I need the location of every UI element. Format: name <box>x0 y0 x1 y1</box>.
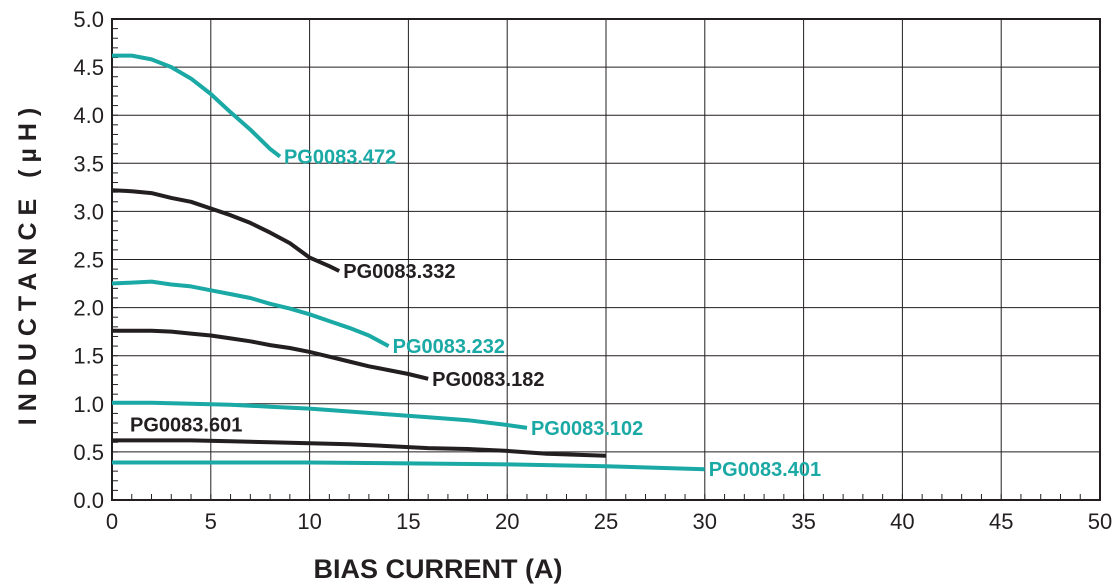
x-tick-label: 0 <box>106 509 118 534</box>
x-tick-label: 30 <box>693 509 717 534</box>
series-label: PG0083.102 <box>531 418 643 440</box>
series-line <box>111 188 341 273</box>
series-label: PG0083.401 <box>709 459 821 481</box>
series-label: PG0083.232 <box>393 336 505 358</box>
x-tick-label: 20 <box>495 509 519 534</box>
y-tick-label: 4.0 <box>73 103 104 128</box>
y-tick-label: 1.5 <box>73 344 104 369</box>
y-tick-label: 0.5 <box>73 440 104 465</box>
x-tick-label: 5 <box>205 509 217 534</box>
series-line <box>112 400 528 430</box>
x-axis-title: BIAS CURRENT (A) <box>314 554 563 584</box>
x-tick-label: 15 <box>396 509 420 534</box>
series-labels: PG0083.472 PG0083.332 PG0083.232 PG0083.182… <box>130 147 821 482</box>
y-tick-label: 3.5 <box>73 151 104 176</box>
y-tick-label: 0.0 <box>73 488 104 513</box>
x-tick-label: 25 <box>594 509 618 534</box>
y-tick-label: 1.0 <box>73 392 104 417</box>
x-tick-label: 35 <box>791 509 815 534</box>
series-label: PG0083.332 <box>343 261 455 283</box>
y-tick-label: 2.0 <box>73 296 104 321</box>
series-line <box>112 328 429 381</box>
x-tick-label: 10 <box>297 509 321 534</box>
x-tick-label: 45 <box>989 509 1013 534</box>
y-tick-label: 4.5 <box>73 55 104 80</box>
x-tick-labels: 0 5 10 15 20 25 30 35 40 45 50 <box>106 509 1112 534</box>
y-tick-label: 3.0 <box>73 199 104 224</box>
y-tick-labels: 0.0 0.5 1.0 1.5 2.0 2.5 3.0 3.5 4.0 4.5 5.0 <box>73 7 104 513</box>
series-line <box>111 279 390 348</box>
y-tick-label: 2.5 <box>73 248 104 273</box>
series-label: PG0083.472 <box>284 147 396 169</box>
series-line <box>112 438 607 458</box>
x-tick-label: 40 <box>890 509 914 534</box>
plot-frame <box>111 18 1101 501</box>
series-line <box>112 460 705 472</box>
y-tick-label: 5.0 <box>73 7 104 32</box>
series-lines <box>111 53 705 472</box>
series-label: PG0083.182 <box>432 369 544 391</box>
series-line <box>112 53 282 159</box>
series-label: PG0083.601 <box>130 414 242 436</box>
x-tick-label: 50 <box>1088 509 1112 534</box>
y-axis-title: INDUCTANCE (µH) <box>14 101 42 425</box>
